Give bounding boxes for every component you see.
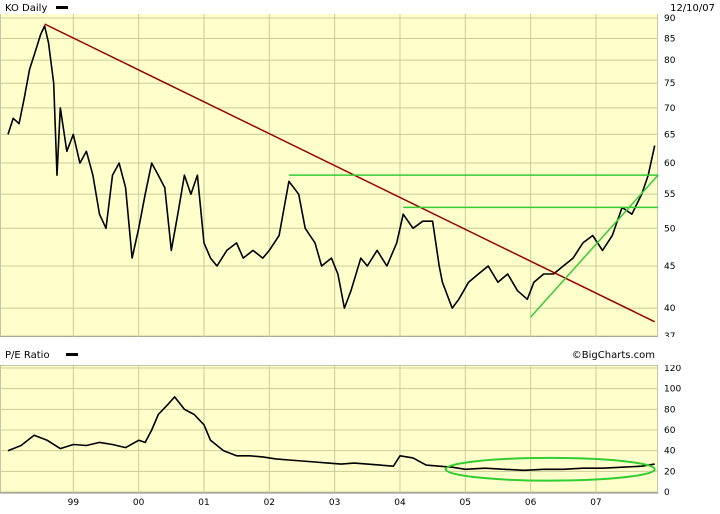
pe-grid — [0, 365, 658, 493]
pe-axis-area — [658, 365, 720, 493]
price-y-tick-label: 40 — [664, 304, 676, 314]
pe-y-tick-label: 20 — [664, 467, 676, 477]
price-y-tick-label: 50 — [664, 224, 676, 234]
pe-y-tick-label: 60 — [664, 426, 676, 436]
price-series — [7, 25, 656, 309]
x-tick-label: 05 — [460, 498, 471, 508]
pe-highlight-ellipse — [444, 456, 656, 482]
x-tick-label: 03 — [329, 498, 340, 508]
x-tick-label: 02 — [264, 498, 275, 508]
price-y-tick-label: 85 — [664, 34, 675, 44]
header-bar — [0, 0, 720, 14]
price-y-tick-label: 90 — [664, 14, 676, 24]
uptrend-line — [530, 174, 659, 318]
price-y-tick-label: 55 — [664, 190, 675, 200]
pe-y-tick-label: 0 — [664, 488, 670, 498]
pe-y-tick-label: 80 — [664, 405, 676, 415]
price-y-tick-label: 80 — [664, 56, 676, 66]
price-y-tick-label: 70 — [664, 104, 676, 114]
chart-date: 12/10/07 — [670, 3, 715, 14]
x-tick-label: 99 — [68, 498, 80, 508]
price-axis-area — [658, 0, 720, 337]
panel-separator — [0, 337, 720, 365]
pe-panel-background — [0, 364, 659, 494]
x-tick-label: 00 — [133, 498, 145, 508]
pe-y-tick-label: 100 — [664, 385, 681, 395]
price-y-tick-label: 65 — [664, 130, 675, 140]
price-line — [7, 25, 656, 309]
pe-title: P/E Ratio — [5, 350, 50, 361]
price-y-tick-label: 60 — [664, 159, 676, 169]
x-tick-label: 07 — [590, 498, 601, 508]
chart-title: KO Daily — [5, 3, 47, 14]
pe-y-tick-label: 40 — [664, 447, 676, 457]
watermark: ©BigCharts.com — [572, 350, 655, 361]
title-legend-swatch — [56, 6, 68, 9]
price-y-tick-label: 75 — [664, 79, 675, 89]
trendlines — [44, 23, 659, 482]
price-y-tick-label: 45 — [664, 262, 675, 272]
x-tick-label: 01 — [198, 498, 209, 508]
pe-line — [7, 396, 655, 472]
x-tick-label: 06 — [525, 498, 537, 508]
downtrend-line — [44, 23, 656, 323]
pe-legend-swatch — [66, 353, 78, 356]
x-tick-label: 04 — [394, 498, 406, 508]
pe-y-axis: 0 20 40 60 80 100 120 — [664, 364, 681, 498]
pe-y-tick-label: 120 — [664, 364, 681, 374]
x-axis: 99 00 01 02 03 04 05 06 07 — [68, 498, 602, 508]
pe-series — [7, 396, 655, 472]
